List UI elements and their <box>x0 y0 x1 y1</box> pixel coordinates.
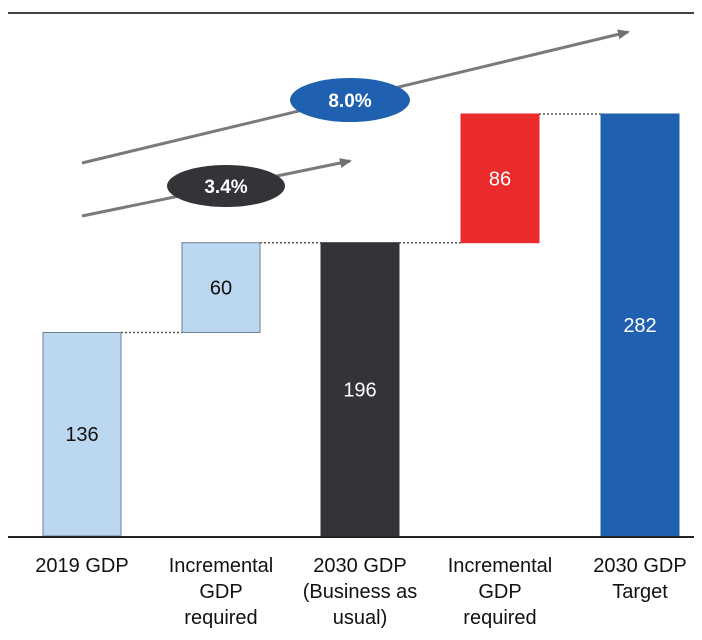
growth-label-2: 8.0% <box>328 91 371 112</box>
category-label-3-line-1: 2030 GDP <box>313 555 406 577</box>
category-label-5-line-2: Target <box>612 581 668 603</box>
growth-pill-1 <box>167 165 285 207</box>
category-label-3-line-2: (Business as <box>303 581 418 603</box>
value-label-2: 60 <box>210 278 232 300</box>
value-label-5: 282 <box>623 315 656 337</box>
category-label-5-line-1: 2030 GDP <box>593 555 686 577</box>
value-label-3: 196 <box>343 379 376 401</box>
category-label-2-line-2: GDP <box>199 581 242 603</box>
value-label-4: 86 <box>489 168 511 190</box>
growth-pill-2 <box>290 78 410 122</box>
growth-label-1: 3.4% <box>204 177 247 198</box>
bar-1 <box>42 331 122 537</box>
category-label-4-line-3: required <box>463 607 536 629</box>
category-label-2-line-1: Incremental <box>169 555 274 577</box>
category-label-4-line-1: Incremental <box>448 555 553 577</box>
bar-3 <box>320 242 400 537</box>
category-label-3-line-3: usual) <box>333 607 387 629</box>
category-label-1-line-1: 2019 GDP <box>35 555 128 577</box>
value-label-1: 136 <box>65 424 98 446</box>
category-label-2-line-3: required <box>184 607 257 629</box>
category-label-4-line-2: GDP <box>478 581 521 603</box>
bar-2 <box>181 242 261 333</box>
bar-4 <box>460 113 540 244</box>
